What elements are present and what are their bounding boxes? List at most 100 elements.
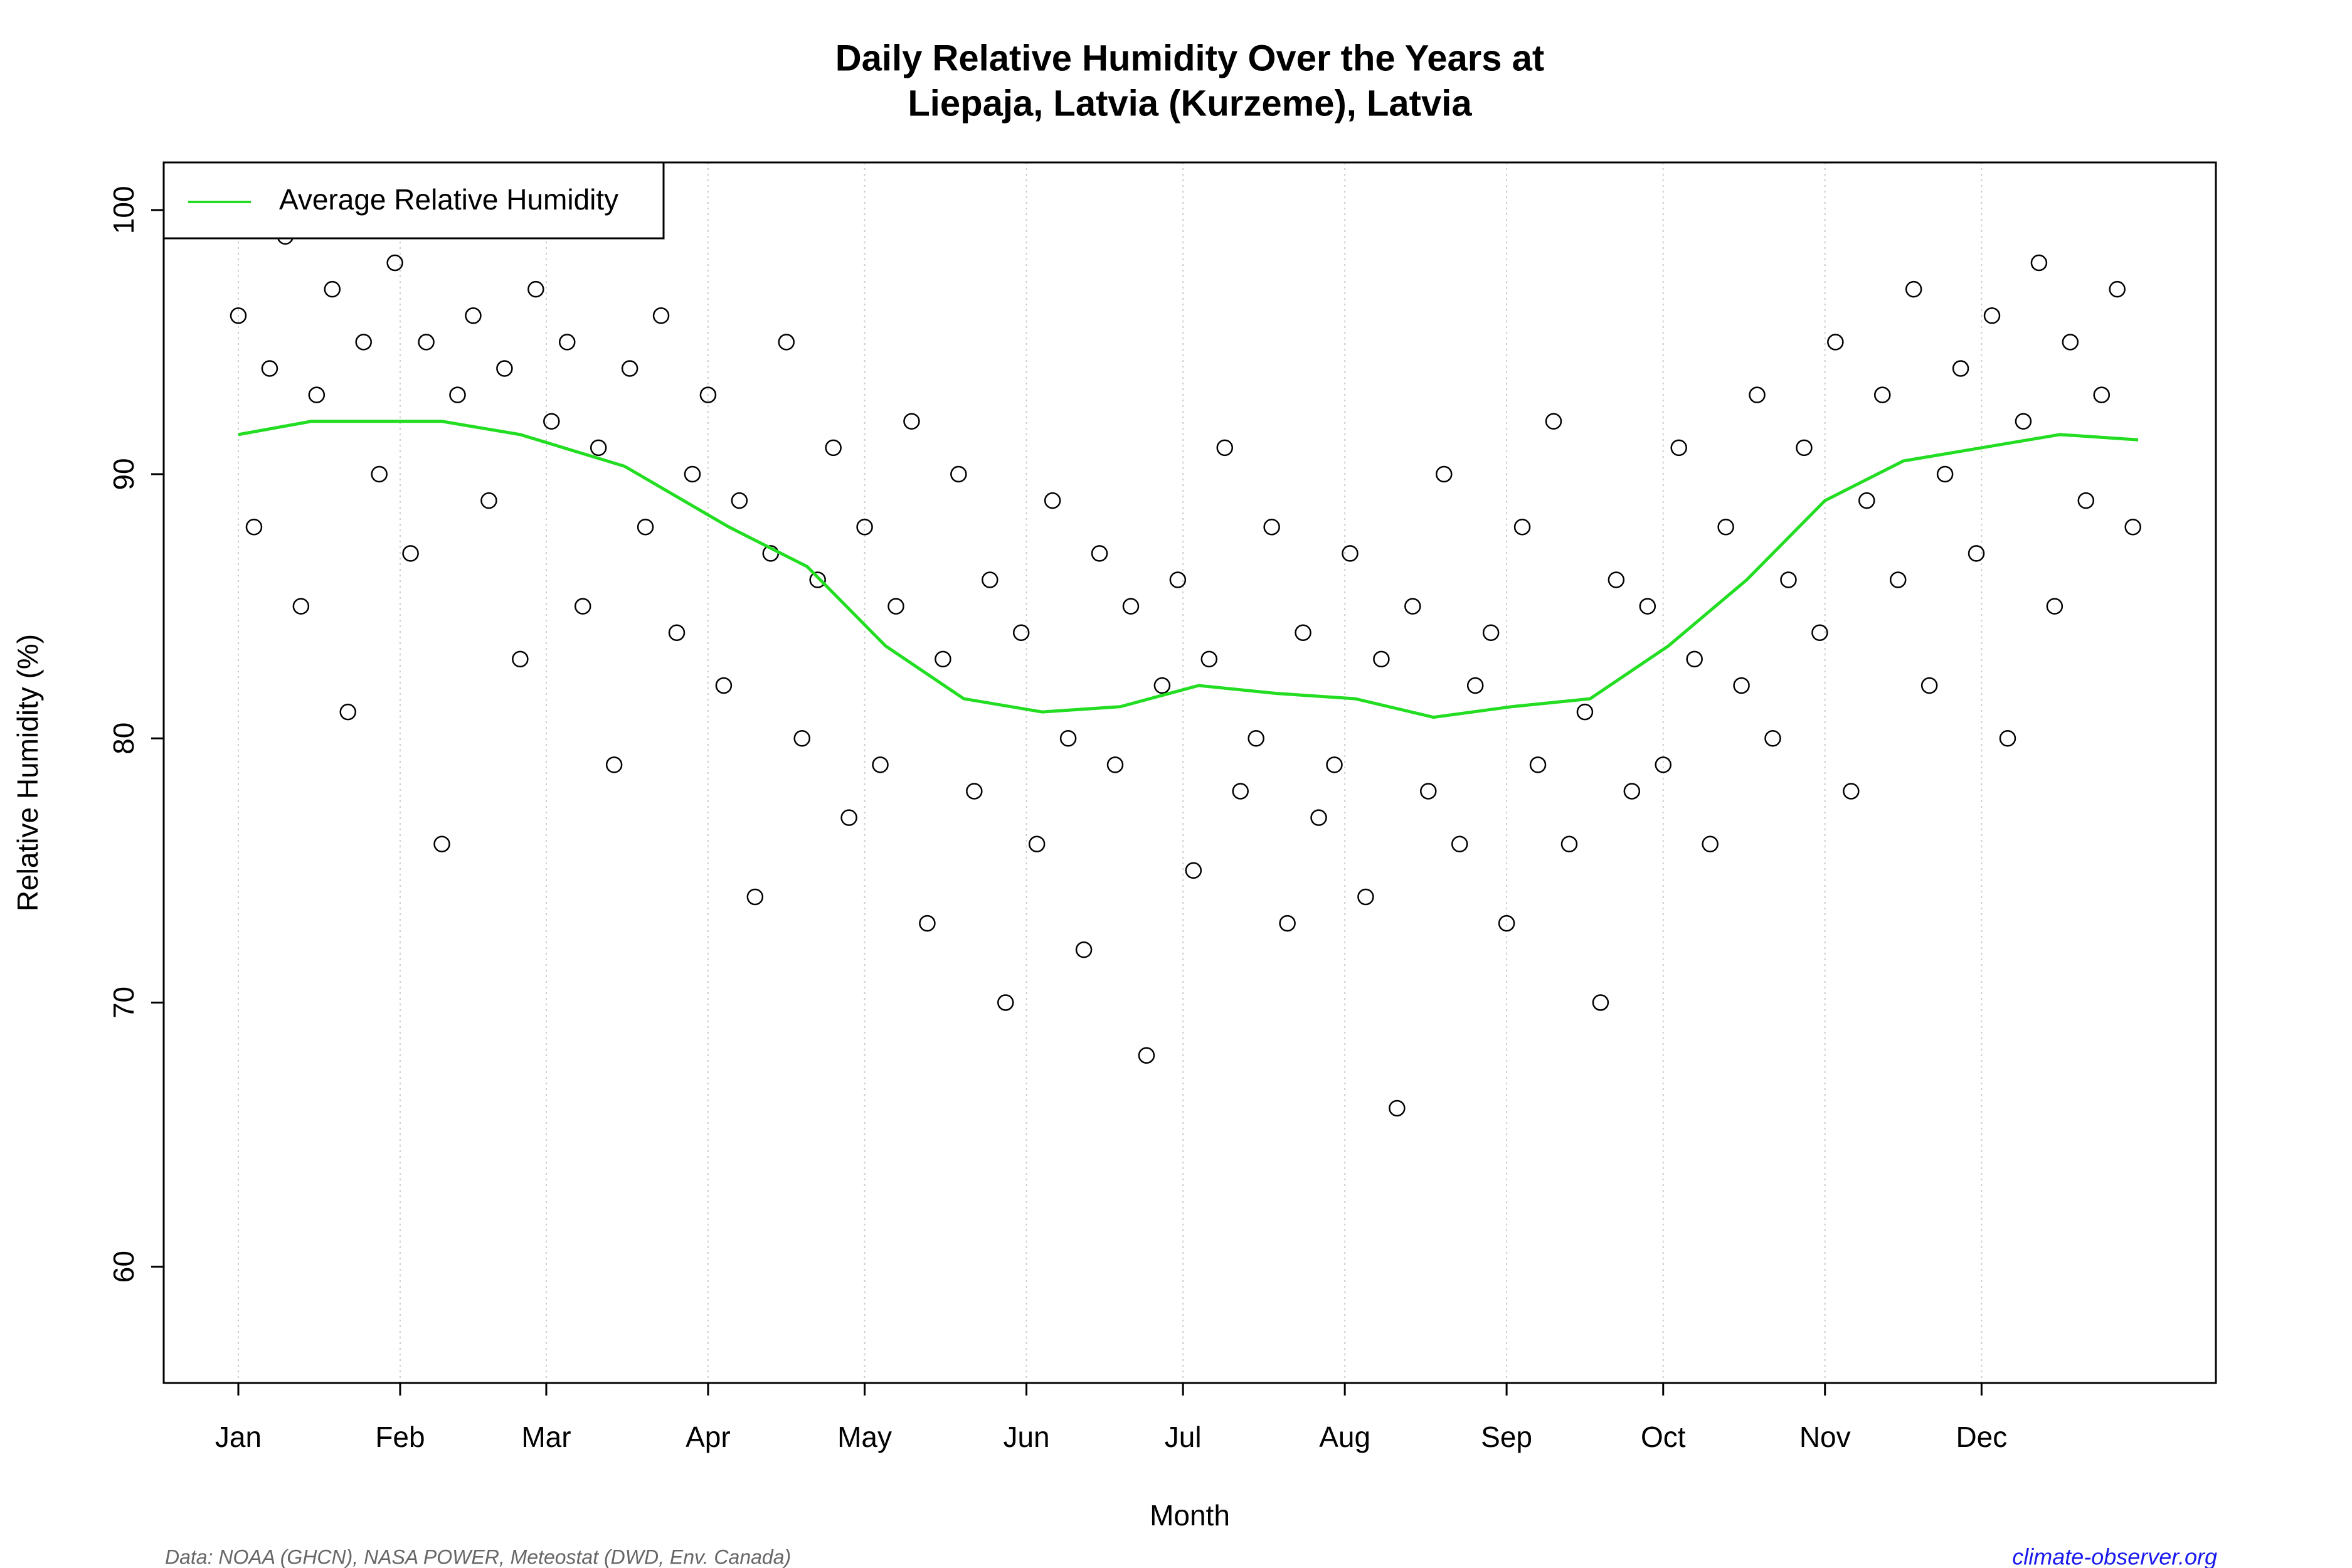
data-point — [2062, 334, 2079, 351]
data-point — [1342, 545, 1359, 562]
data-point — [1466, 677, 1484, 694]
x-axis-label: Month — [1150, 1499, 1230, 1532]
data-point — [2124, 519, 2141, 536]
data-point — [1639, 598, 1656, 615]
credit-link[interactable]: climate-observer.org — [2012, 1544, 2217, 1568]
data-point — [997, 994, 1014, 1011]
legend: Average Relative Humidity — [162, 161, 665, 240]
data-point — [1968, 545, 1985, 562]
data-point — [2046, 598, 2063, 615]
data-point — [1905, 280, 1922, 298]
data-point — [1576, 703, 1594, 721]
data-point — [2030, 254, 2048, 272]
data-point — [1295, 624, 1311, 642]
data-point — [558, 334, 576, 351]
y-axis-label: Relative Humidity (%) — [11, 634, 44, 911]
data-point — [1326, 756, 1343, 773]
data-point — [1936, 465, 1954, 483]
data-point — [590, 439, 607, 457]
data-point — [1075, 941, 1093, 958]
data-point — [1858, 492, 1875, 509]
data-point — [1263, 519, 1280, 536]
data-point — [371, 465, 388, 483]
data-point — [1560, 835, 1578, 852]
data-point — [1357, 888, 1374, 906]
x-tick-label: Jun — [1003, 1421, 1049, 1453]
data-point — [1200, 650, 1218, 668]
data-point — [449, 386, 466, 403]
data-point — [2093, 386, 2111, 403]
data-point — [1717, 519, 1734, 536]
data-point — [496, 360, 513, 377]
data-point — [1529, 756, 1547, 773]
data-point — [605, 756, 623, 773]
y-tick-label: 60 — [107, 1251, 140, 1283]
x-tick-label: Nov — [1799, 1421, 1851, 1453]
data-point — [1608, 571, 1625, 588]
data-point — [418, 334, 435, 351]
data-point — [1404, 598, 1421, 615]
data-point — [684, 465, 701, 483]
legend-box — [162, 161, 665, 240]
data-point — [308, 386, 326, 403]
data-point — [935, 650, 951, 668]
data-point — [1420, 783, 1437, 800]
source-note: Data: NOAA (GHCN), NASA POWER, Meteostat… — [165, 1545, 791, 1568]
data-point — [1122, 598, 1140, 615]
data-point — [433, 835, 450, 852]
data-point — [1702, 835, 1719, 852]
data-point — [1749, 386, 1766, 403]
data-point — [966, 783, 983, 800]
data-point — [527, 280, 544, 298]
average-line — [238, 420, 2139, 719]
data-point — [1169, 571, 1187, 588]
data-point — [715, 677, 733, 694]
data-point — [1545, 413, 1562, 430]
data-point — [1185, 862, 1202, 879]
data-point — [919, 914, 936, 932]
data-point — [480, 492, 497, 509]
data-point — [1874, 386, 1891, 403]
data-point — [1138, 1047, 1155, 1064]
data-point — [1889, 571, 1907, 588]
data-point — [731, 492, 748, 509]
data-point — [245, 519, 263, 536]
data-point — [1952, 360, 1969, 377]
data-point — [1028, 835, 1046, 852]
data-point — [793, 729, 810, 747]
data-point — [1216, 439, 1234, 457]
data-point — [1498, 914, 1515, 932]
data-point — [887, 598, 904, 615]
data-point — [1012, 624, 1030, 642]
data-point — [1811, 624, 1828, 642]
legend-label: Average Relative Humidity — [279, 183, 618, 216]
data-point — [840, 809, 857, 826]
data-point — [1983, 307, 2001, 324]
data-point — [543, 413, 560, 430]
data-point — [1389, 1099, 1406, 1117]
data-point — [903, 413, 920, 430]
data-point — [1686, 650, 1703, 668]
data-point — [1248, 729, 1264, 747]
data-point — [1843, 783, 1860, 800]
data-point — [1513, 519, 1531, 536]
data-point — [292, 598, 310, 615]
data-point — [2077, 492, 2095, 509]
data-point — [2109, 280, 2126, 298]
data-point — [1655, 756, 1672, 773]
data-point — [1920, 677, 1938, 694]
data-point — [230, 307, 247, 324]
x-tick-label: Apr — [686, 1421, 731, 1453]
data-point — [2015, 413, 2032, 430]
data-point — [1482, 624, 1500, 642]
y-tick-label: 100 — [107, 186, 140, 234]
data-point — [1999, 729, 2016, 747]
data-point — [386, 254, 403, 272]
axes: Jan Feb Mar Apr May Jun Jul Aug Sep Oct Nov Dec 60 70… — [107, 186, 2007, 1453]
data-point — [261, 360, 278, 377]
data-point — [856, 519, 873, 536]
data-point — [1310, 809, 1327, 826]
data-point — [872, 756, 889, 773]
data-point — [982, 571, 999, 588]
